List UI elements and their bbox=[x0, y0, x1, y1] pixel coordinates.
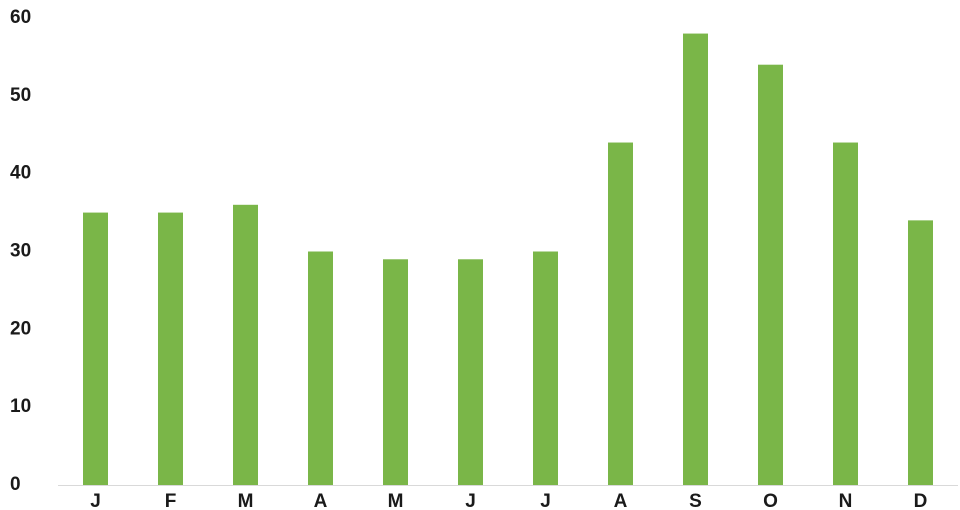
x-tick-label: J bbox=[540, 491, 551, 510]
x-tick-label: O bbox=[763, 491, 778, 510]
bar bbox=[908, 220, 933, 485]
x-tick-label: J bbox=[465, 491, 476, 510]
x-tick-label: S bbox=[689, 491, 702, 510]
x-tick-label: D bbox=[914, 491, 928, 510]
bars bbox=[83, 33, 933, 486]
x-tick-label: M bbox=[238, 491, 254, 510]
x-tick-label: A bbox=[614, 491, 628, 510]
bar bbox=[533, 251, 558, 485]
bar bbox=[758, 64, 783, 485]
x-tick-label: A bbox=[314, 491, 328, 510]
y-tick-label: 30 bbox=[10, 241, 31, 262]
y-axis-tick-labels: 0 10 20 30 40 50 60 bbox=[10, 7, 31, 495]
y-tick-label: 40 bbox=[10, 163, 31, 184]
y-tick-label: 0 bbox=[10, 474, 21, 495]
x-tick-label: M bbox=[388, 491, 404, 510]
x-tick-label: N bbox=[839, 491, 853, 510]
x-tick-label: F bbox=[165, 491, 177, 510]
bar bbox=[833, 142, 858, 486]
bar bbox=[158, 212, 183, 486]
bar bbox=[233, 204, 258, 486]
bar bbox=[383, 259, 408, 485]
y-tick-label: 10 bbox=[10, 396, 31, 417]
bar bbox=[683, 33, 708, 486]
x-tick-label: J bbox=[90, 491, 101, 510]
bar bbox=[83, 212, 108, 486]
bar bbox=[608, 142, 633, 486]
y-tick-label: 20 bbox=[10, 318, 31, 339]
bar bbox=[308, 251, 333, 485]
y-tick-label: 60 bbox=[10, 7, 31, 28]
bar bbox=[458, 259, 483, 485]
y-tick-label: 50 bbox=[10, 85, 31, 106]
